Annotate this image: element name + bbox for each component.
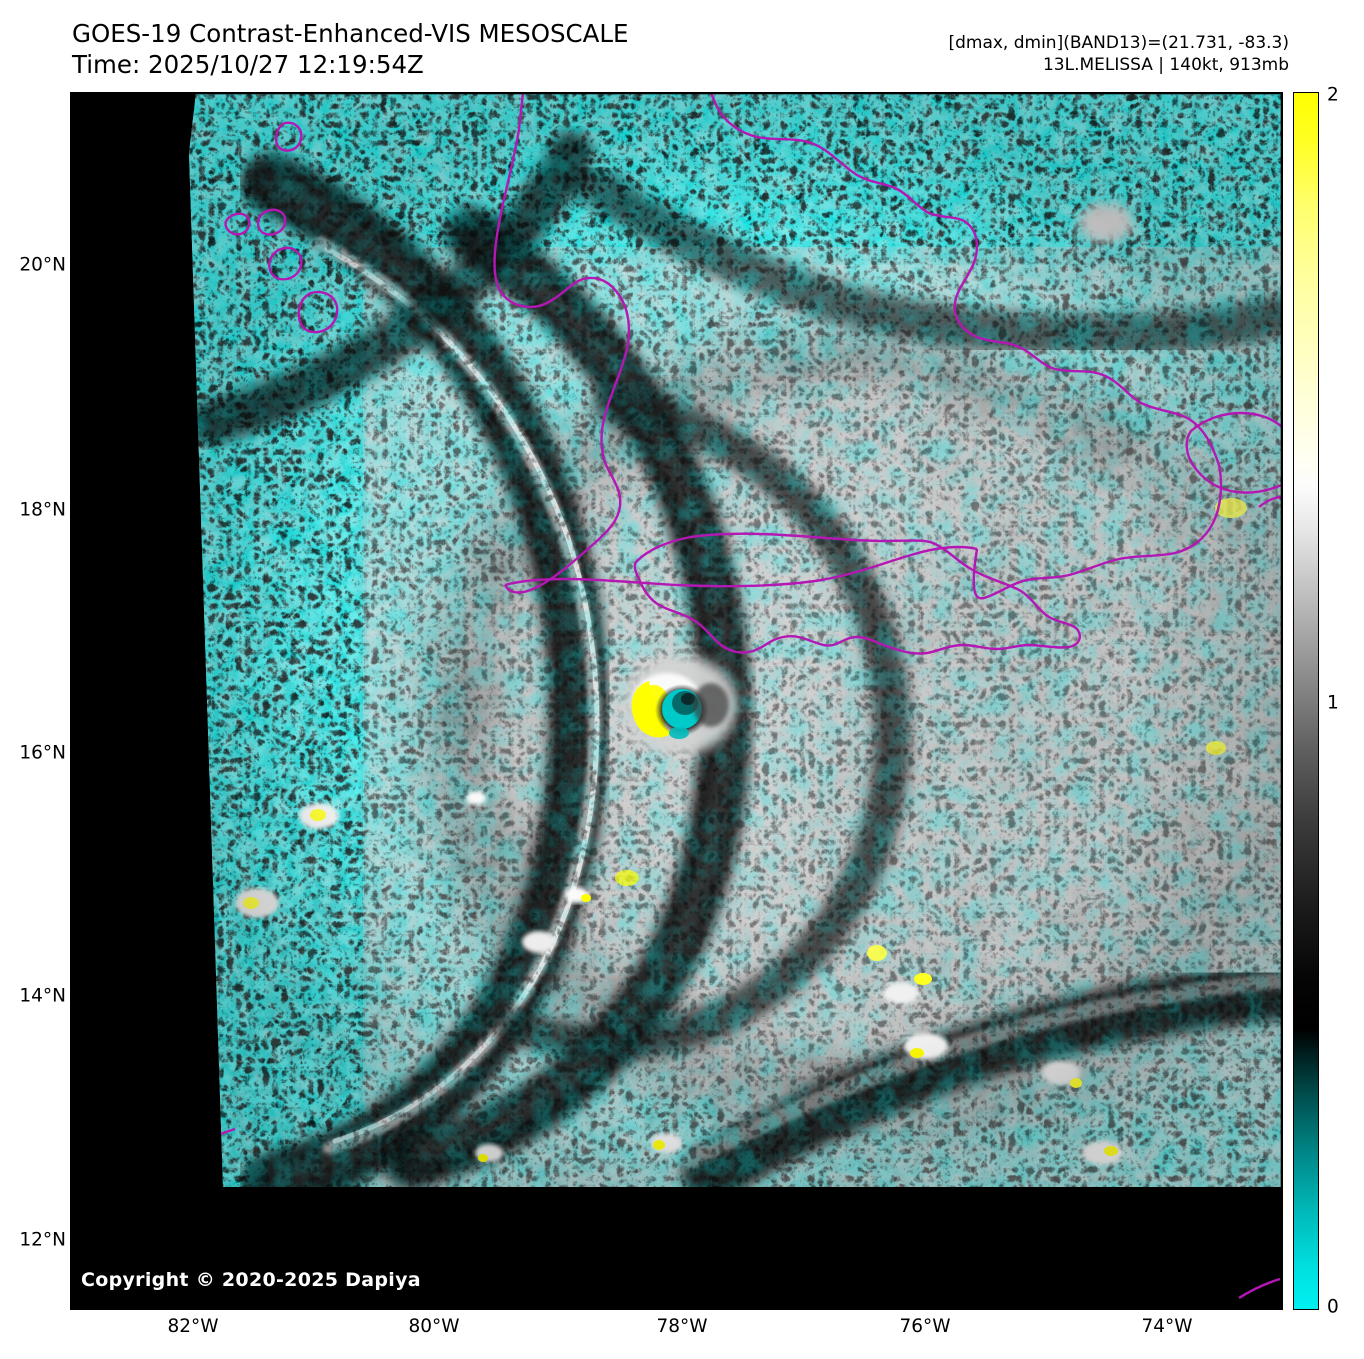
y-tick-20n: 20°N: [19, 254, 66, 276]
x-tick-76w: 76°W: [899, 1316, 951, 1337]
metadata-block: [dmax, dmin](BAND13)=(21.731, -83.3) 13L…: [948, 32, 1289, 76]
storm-info-label: 13L.MELISSA | 140kt, 913mb: [1042, 55, 1289, 75]
x-tick-78w: 78°W: [656, 1316, 708, 1337]
coastline-overlay: [189, 93, 1282, 1154]
timestamp-label: Time: 2025/10/27 12:19:54Z: [72, 50, 424, 79]
y-tick-12n: 12°N: [19, 1229, 66, 1251]
x-tick-74w: 74°W: [1141, 1316, 1193, 1337]
x-tick-82w: 82°W: [167, 1316, 219, 1337]
y-tick-14n: 14°N: [19, 985, 66, 1007]
colorbar-tick-2: 2: [1327, 84, 1339, 106]
y-tick-16n: 16°N: [19, 742, 66, 764]
band-range-label: [dmax, dmin](BAND13)=(21.731, -83.3): [948, 33, 1289, 53]
satellite-imagery: [71, 93, 1282, 1309]
y-tick-18n: 18°N: [19, 499, 66, 521]
copyright-label: Copyright © 2020-2025 Dapiya: [81, 1269, 421, 1291]
colorbar-tick-1: 1: [1327, 692, 1339, 714]
page-title: GOES-19 Contrast-Enhanced-VIS MESOSCALE: [72, 19, 629, 48]
satellite-image-panel[interactable]: Copyright © 2020-2025 Dapiya: [70, 92, 1283, 1310]
colorbar-tick-0: 0: [1327, 1296, 1339, 1318]
plot-frame: [71, 93, 1282, 1309]
coastline-fragment: [1238, 1277, 1281, 1300]
x-tick-80w: 80°W: [408, 1316, 460, 1337]
colorbar[interactable]: [1293, 92, 1319, 1310]
satellite-swath: [189, 93, 1282, 1187]
title-block: GOES-19 Contrast-Enhanced-VIS MESOSCALE …: [72, 18, 629, 80]
